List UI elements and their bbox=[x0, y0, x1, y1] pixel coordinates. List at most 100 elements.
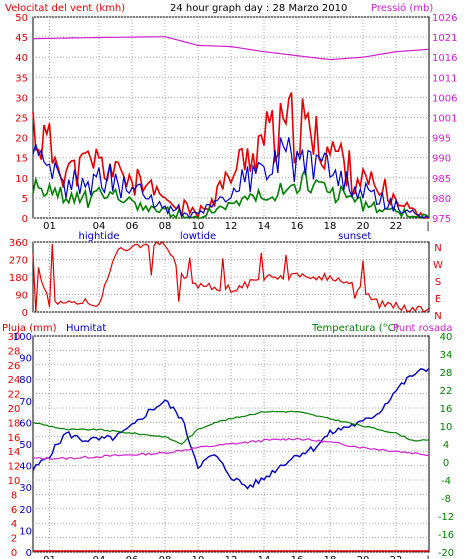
hour-tick-label: 18 bbox=[324, 221, 337, 232]
rain-tick-label: 0 bbox=[11, 548, 17, 559]
pressure-tick-label: 975 bbox=[432, 214, 451, 225]
humidity-tick-label: 100 bbox=[13, 332, 32, 343]
humidity-tick-label: 90 bbox=[19, 354, 32, 365]
temperature-tick-label: 40 bbox=[440, 332, 453, 343]
hour-tick-label: 10 bbox=[192, 221, 205, 232]
tide-annotation: hightide bbox=[78, 231, 119, 242]
temperature-tick-label: -20 bbox=[438, 548, 454, 559]
wind-tick-label: 40 bbox=[15, 53, 28, 64]
compass-letter: N bbox=[434, 311, 441, 322]
direction-tick-label: 180 bbox=[9, 273, 28, 284]
rain-tick-label: 24 bbox=[8, 375, 21, 386]
hour-tick-label: 16 bbox=[291, 221, 304, 232]
pressure-tick-label: 1016 bbox=[432, 53, 457, 64]
hour-tick-label: 04 bbox=[93, 221, 106, 232]
humidity-tick-label: 70 bbox=[19, 397, 32, 408]
humidity-line bbox=[32, 368, 430, 490]
hour-tick-label: 18 bbox=[324, 555, 337, 559]
hour-tick-label: 06 bbox=[126, 555, 139, 559]
pressure-tick-label: 1026 bbox=[432, 13, 457, 24]
tide-annotation: sunset bbox=[338, 231, 371, 242]
wind-average-line bbox=[32, 166, 430, 220]
pressure-tick-label: 985 bbox=[432, 174, 451, 185]
rain-tick-label: 4 bbox=[11, 519, 17, 530]
dewpoint-line bbox=[32, 437, 430, 461]
temperature-tick-label: -12 bbox=[438, 512, 454, 523]
rain-tick-label: 10 bbox=[8, 476, 21, 487]
rain-tick-label: 18 bbox=[8, 418, 21, 429]
wind-direction-line bbox=[32, 241, 430, 313]
compass-letter: N bbox=[434, 243, 441, 254]
rain-tick-label: 22 bbox=[8, 390, 21, 401]
wind-tick-label: 25 bbox=[15, 114, 28, 125]
direction-tick-label: 360 bbox=[9, 238, 28, 249]
wind-gust-line bbox=[32, 92, 429, 220]
pressure-axis-label: Pressió (mb) bbox=[371, 2, 433, 14]
chart-title: 24 hour graph day : 28 Marzo 2010 bbox=[170, 3, 347, 14]
wind-axis-label: Velocitat del vent (kmh) bbox=[5, 3, 125, 14]
wind-tick-label: 35 bbox=[15, 73, 28, 84]
rain-tick-label: 20 bbox=[8, 404, 21, 415]
humidity-axis-label: Humitat bbox=[66, 323, 106, 334]
wind-tick-label: 0 bbox=[22, 214, 28, 225]
hour-tick-label: 14 bbox=[258, 221, 271, 232]
temp-panel-grid bbox=[33, 335, 429, 553]
rain-tick-label: 12 bbox=[8, 462, 21, 473]
temperature-tick-label: 28 bbox=[440, 368, 453, 379]
humidity-tick-label: 50 bbox=[19, 440, 32, 451]
dewpoint-axis-label: Punt rosada bbox=[393, 323, 452, 334]
hour-tick-label: 12 bbox=[225, 555, 238, 559]
rain-tick-label: 6 bbox=[11, 505, 17, 516]
hour-tick-label: 22 bbox=[390, 221, 403, 232]
hour-tick-label: 20 bbox=[357, 555, 370, 559]
temperature-tick-label: 4 bbox=[443, 440, 449, 451]
hour-tick-label: 01 bbox=[43, 221, 56, 232]
humidity-tick-label: 10 bbox=[19, 526, 32, 537]
wind-tick-label: 15 bbox=[15, 154, 28, 165]
hour-tick-label: 12 bbox=[225, 221, 238, 232]
temperature-line bbox=[32, 410, 430, 445]
rain-tick-label: 16 bbox=[8, 433, 21, 444]
pressure-tick-label: 1006 bbox=[432, 93, 457, 104]
rain-tick-label: 8 bbox=[11, 490, 17, 501]
rain-axis-label: Pluja (mm) bbox=[2, 323, 57, 334]
wind-tick-label: 20 bbox=[15, 134, 28, 145]
pressure-tick-label: 1001 bbox=[432, 114, 457, 125]
hour-tick-label: 10 bbox=[192, 555, 205, 559]
hour-tick-label: 08 bbox=[159, 221, 172, 232]
hour-tick-end: | bbox=[426, 221, 429, 232]
temperature-tick-label: 0 bbox=[443, 458, 449, 469]
hour-tick-label: 04 bbox=[93, 555, 106, 559]
tide-annotation: lowtide bbox=[180, 231, 216, 242]
temperature-tick-label: 16 bbox=[440, 404, 453, 415]
humidity-tick-label: 80 bbox=[19, 375, 32, 386]
hour-tick-label: 14 bbox=[258, 555, 271, 559]
temperature-tick-label: -16 bbox=[438, 530, 454, 541]
humidity-tick-label: 20 bbox=[19, 505, 32, 516]
temperature-tick-label: 34 bbox=[440, 350, 453, 361]
pressure-tick-label: 980 bbox=[432, 194, 451, 205]
rain-tick-label: 30 bbox=[8, 332, 21, 343]
pressure-tick-label: 995 bbox=[432, 134, 451, 145]
hour-tick-end: | bbox=[426, 555, 429, 559]
rain-tick-label: 28 bbox=[8, 346, 21, 357]
wind-tick-label: 45 bbox=[15, 33, 28, 44]
hour-tick-label: 01 bbox=[43, 555, 56, 559]
humidity-tick-label: 30 bbox=[19, 483, 32, 494]
wind-tick-label: 5 bbox=[22, 194, 28, 205]
rain-tick-label: 26 bbox=[8, 361, 21, 372]
humidity-tick-label: 60 bbox=[19, 418, 32, 429]
pressure-line bbox=[32, 36, 430, 61]
temperature-tick-label: -8 bbox=[441, 494, 451, 505]
wind-tick-label: 10 bbox=[15, 174, 28, 185]
compass-letter: E bbox=[435, 294, 441, 305]
series-lines bbox=[32, 36, 430, 552]
pressure-tick-label: 1011 bbox=[432, 73, 457, 84]
hour-tick-label: 22 bbox=[390, 555, 403, 559]
compass-letter: S bbox=[435, 277, 441, 288]
rain-tick-label: 2 bbox=[11, 534, 17, 545]
direction-tick-label: 270 bbox=[9, 256, 28, 267]
humidity-tick-label: 40 bbox=[19, 462, 32, 473]
compass-letter: W bbox=[433, 260, 443, 271]
